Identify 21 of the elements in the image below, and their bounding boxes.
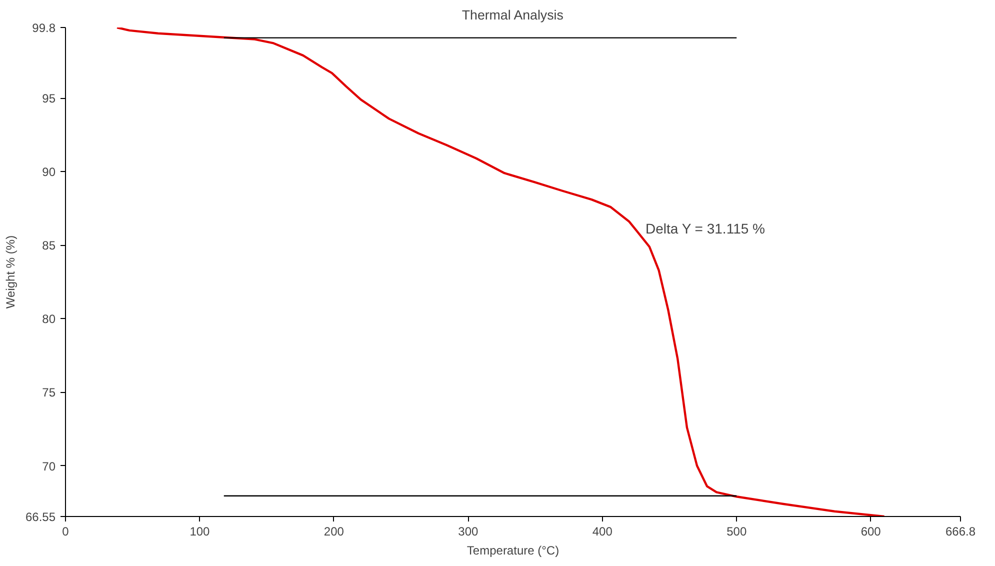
- x-tick-label: 600: [860, 524, 882, 538]
- x-tick-label: 500: [726, 524, 747, 538]
- x-tick-label: 200: [324, 524, 344, 538]
- x-tick-label: 666.8: [945, 524, 976, 538]
- y-tick-label: 70: [42, 459, 56, 474]
- annotation: Delta Y = 31.115 %: [646, 220, 765, 236]
- y-tick-label: 95: [42, 92, 56, 106]
- y-tick-label: 80: [42, 312, 56, 326]
- y-tick-label: 66.55: [25, 510, 56, 524]
- chart-title: Thermal Analysis: [462, 8, 564, 22]
- y-tick-label: 75: [42, 386, 56, 400]
- x-tick-label: 300: [458, 524, 479, 538]
- x-tick-label: 100: [190, 524, 210, 538]
- x-axis-title: Temperature (°C): [466, 544, 560, 558]
- y-tick-label: 90: [42, 165, 56, 180]
- y-tick-label: 99.8: [32, 21, 56, 35]
- x-tick-label: 0: [62, 524, 70, 538]
- y-axis-title: Weight % (%): [3, 235, 18, 309]
- x-tick-label: 400: [592, 524, 613, 538]
- line-series: [116, 28, 886, 516]
- y-tick-label: 85: [42, 238, 56, 253]
